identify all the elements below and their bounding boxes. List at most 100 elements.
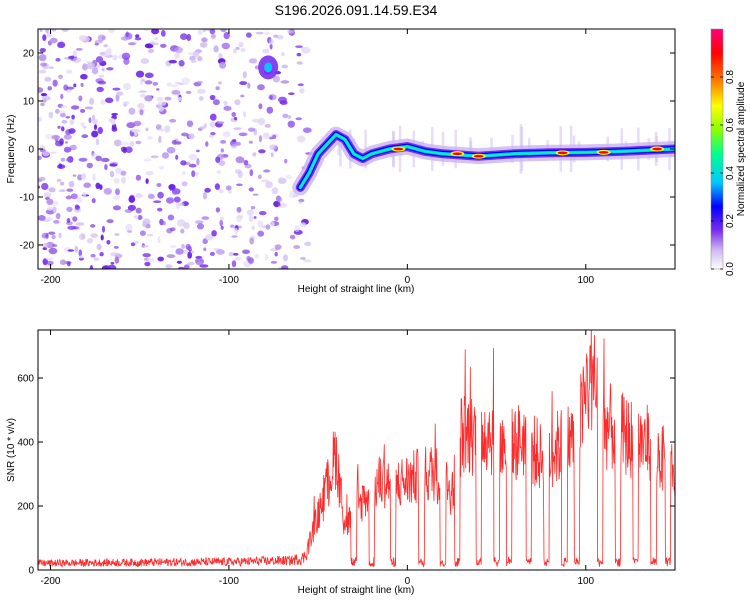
noise-blob xyxy=(150,40,155,45)
noise-blob xyxy=(66,69,73,75)
noise-blob xyxy=(251,118,260,123)
x-tick-label: 0 xyxy=(405,275,411,286)
noise-blob xyxy=(234,99,241,106)
noise-blob xyxy=(68,180,75,188)
noise-blob xyxy=(166,146,176,154)
noise-blob xyxy=(276,196,283,203)
noise-blob xyxy=(264,253,269,261)
signal-hotspot-core xyxy=(473,154,484,158)
noise-blob xyxy=(255,31,264,35)
noise-blob xyxy=(49,37,58,44)
spectrogram-y-axis-label: Frequency (Hz) xyxy=(6,115,17,184)
noise-blob xyxy=(110,119,116,126)
noise-blob xyxy=(133,215,139,219)
noise-blob xyxy=(134,240,139,245)
noise-blob xyxy=(188,153,198,161)
noise-blob xyxy=(271,221,275,227)
noise-blob xyxy=(63,146,72,153)
noise-blob xyxy=(73,50,77,57)
noise-blob xyxy=(38,185,41,189)
noise-blob xyxy=(201,216,210,220)
colorbar-frame xyxy=(710,28,724,270)
noise-blob xyxy=(81,173,87,180)
snr-series-line xyxy=(38,330,675,568)
noise-blob xyxy=(128,107,136,115)
x-tick-label: -200 xyxy=(40,576,60,587)
noise-blob xyxy=(42,258,48,266)
noise-blob xyxy=(48,187,56,193)
noise-blob xyxy=(296,52,302,57)
noise-blob xyxy=(78,35,87,41)
colorbar-gradient xyxy=(711,29,723,269)
noise-blob xyxy=(67,249,75,252)
noise-blob xyxy=(240,47,246,53)
noise-blob xyxy=(65,141,68,144)
noise-blob xyxy=(296,135,306,143)
noise-blob xyxy=(72,226,79,230)
y-tick-label: 200 xyxy=(17,502,34,513)
noise-blob xyxy=(72,216,78,222)
noise-blob xyxy=(125,223,133,232)
noise-blob xyxy=(40,62,47,67)
noise-blob xyxy=(294,225,300,232)
noise-blob xyxy=(269,95,273,100)
noise-blob xyxy=(65,157,73,162)
noise-blob xyxy=(185,243,191,250)
noise-blob xyxy=(59,110,66,114)
noise-blob xyxy=(178,82,184,86)
noise-blob xyxy=(120,170,127,176)
noise-blob xyxy=(100,99,106,105)
noise-blob xyxy=(61,104,68,109)
noise-blob xyxy=(122,146,127,154)
noise-blob xyxy=(65,129,72,136)
noise-blob xyxy=(178,202,185,207)
noise-blob xyxy=(144,80,153,85)
noise-blob xyxy=(166,254,176,258)
noise-blob xyxy=(297,83,304,87)
signal-hotspot-core xyxy=(652,147,663,151)
y-tick-label: -10 xyxy=(20,193,35,204)
noise-blob xyxy=(144,261,151,267)
noise-blob xyxy=(196,157,200,166)
noise-blob xyxy=(46,260,54,266)
noise-blob xyxy=(257,84,265,91)
noise-blob xyxy=(95,78,104,84)
noise-blob xyxy=(147,48,155,54)
noise-blob xyxy=(274,251,278,257)
noise-blob xyxy=(156,183,162,187)
noise-blob xyxy=(111,113,118,116)
noise-blob xyxy=(197,223,204,230)
noise-blob xyxy=(160,43,167,48)
noise-blob xyxy=(235,215,243,223)
noise-blob xyxy=(277,203,282,207)
noise-blob xyxy=(164,125,171,133)
noise-blob xyxy=(61,119,68,124)
noise-blob xyxy=(279,100,288,105)
noise-blob xyxy=(215,86,220,91)
noise-blob xyxy=(166,82,172,87)
noise-blob xyxy=(75,222,85,226)
noise-blob xyxy=(158,165,165,170)
noise-blob xyxy=(169,184,176,192)
noise-blob xyxy=(147,136,154,140)
noise-blob xyxy=(91,67,99,75)
noise-blob xyxy=(181,77,190,85)
noise-blob xyxy=(138,90,147,93)
noise-blob xyxy=(283,254,288,262)
x-tick-label: -100 xyxy=(219,275,239,286)
noise-blob xyxy=(174,52,180,59)
noise-blob xyxy=(95,138,100,146)
noise-blob xyxy=(156,96,164,101)
noise-blob xyxy=(232,48,237,54)
noise-blob xyxy=(169,118,177,123)
noise-blob xyxy=(284,158,288,164)
noise-blob xyxy=(104,164,108,171)
noise-blob xyxy=(232,139,237,142)
noise-blob xyxy=(249,169,254,177)
noise-blob xyxy=(86,62,96,70)
noise-blob xyxy=(48,247,58,255)
noise-blob xyxy=(178,266,185,269)
noise-blob xyxy=(51,234,56,240)
noise-blob xyxy=(181,181,188,187)
noise-blob xyxy=(210,33,216,39)
